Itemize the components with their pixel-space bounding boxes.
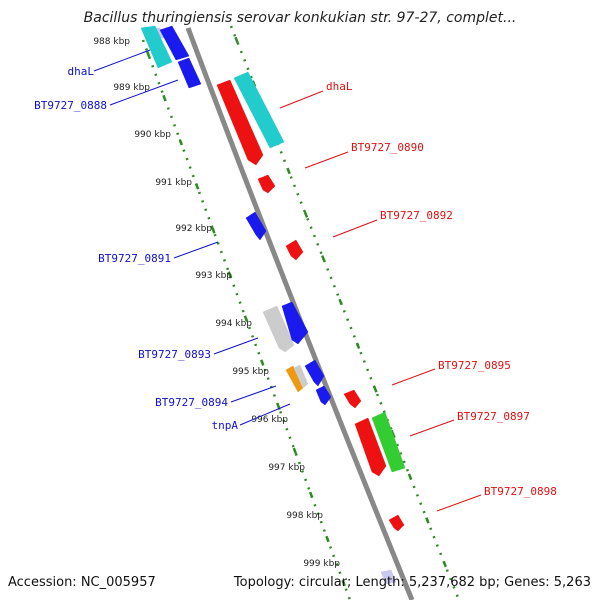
right-gene-labels: dhaL BT9727_0890 BT9727_0892 BT9727_0895… xyxy=(326,80,557,498)
feature-blue-small-1[interactable] xyxy=(245,211,267,241)
ruler-outer-dots xyxy=(229,25,461,600)
genome-backbone xyxy=(185,27,415,600)
feature-red-small-2[interactable] xyxy=(285,239,304,261)
feature-lavender-bottom[interactable] xyxy=(380,569,397,585)
feature-blue-left-3[interactable] xyxy=(281,301,309,345)
feature-cyan-right-1[interactable] xyxy=(233,71,285,149)
kbp-tick-label: 999 kbp xyxy=(303,559,340,569)
connector-line-right xyxy=(436,494,482,512)
gene-label-tnpA[interactable]: tnpA xyxy=(212,419,239,432)
right-connector-lines xyxy=(279,90,482,512)
ruler-inner-ticks xyxy=(141,39,352,600)
gene-label-bt9727-0891[interactable]: BT9727_0891 xyxy=(98,252,171,265)
left-connector-lines xyxy=(93,49,291,426)
kbp-tick-label: 993 kbp xyxy=(195,271,232,281)
gene-label-bt9727-0898[interactable]: BT9727_0898 xyxy=(484,485,557,498)
kbp-tick-label: 989 kbp xyxy=(113,83,150,93)
ruler-outer xyxy=(229,25,461,600)
connector-line-left xyxy=(173,241,219,259)
connector-line-right xyxy=(304,151,349,169)
feature-blue-small-3[interactable] xyxy=(315,385,332,406)
feature-blue-small-2[interactable] xyxy=(304,359,325,387)
gene-label-bt9727-0888[interactable]: BT9727_0888 xyxy=(34,99,107,112)
connector-line-right xyxy=(409,419,455,437)
connector-line-left xyxy=(93,49,151,72)
accession-text: Accession: NC_005957 xyxy=(8,575,156,590)
gene-label-dhaL-right[interactable]: dhaL xyxy=(326,80,353,93)
feature-red-small-3[interactable] xyxy=(343,389,362,409)
gene-label-bt9727-0893[interactable]: BT9727_0893 xyxy=(138,348,211,361)
feature-red-right-1[interactable] xyxy=(216,79,264,166)
feature-blue-left-top[interactable] xyxy=(159,25,190,61)
connector-line-right xyxy=(391,368,436,386)
connector-line-right xyxy=(279,90,324,109)
feature-red-small-1[interactable] xyxy=(257,174,276,194)
kbp-tick-label: 996 kbp xyxy=(251,415,288,425)
map-title: Bacillus thuringiensis serovar konkukian… xyxy=(84,10,517,26)
kbp-tick-label: 991 kbp xyxy=(155,178,192,188)
gene-label-bt9727-0890[interactable]: BT9727_0890 xyxy=(351,141,424,154)
kbp-tick-label: 997 kbp xyxy=(268,463,305,473)
gene-label-bt9727-0892[interactable]: BT9727_0892 xyxy=(380,209,453,222)
feature-gray-small[interactable] xyxy=(293,364,309,389)
connector-line-left xyxy=(213,337,259,355)
ruler-group xyxy=(141,25,461,600)
gene-features xyxy=(140,25,406,585)
connector-line-left xyxy=(239,403,291,426)
kbp-tick-label: 988 kbp xyxy=(93,37,130,47)
gene-label-bt9727-0897[interactable]: BT9727_0897 xyxy=(457,410,530,423)
gene-label-dhaL-left[interactable]: dhaL xyxy=(68,65,95,78)
kbp-tick-label: 998 kbp xyxy=(286,511,323,521)
feature-red-right-2[interactable] xyxy=(354,417,387,477)
genome-summary-text: Topology: circular; Length: 5,237,682 bp… xyxy=(233,575,591,590)
feature-red-small-4[interactable] xyxy=(388,514,405,532)
kbp-tick-label: 994 kbp xyxy=(215,319,252,329)
gene-label-bt9727-0895[interactable]: BT9727_0895 xyxy=(438,359,511,372)
left-gene-labels: dhaL BT9727_0888 BT9727_0891 BT9727_0893… xyxy=(34,65,238,432)
connector-line-right xyxy=(332,219,378,238)
connector-line-left xyxy=(230,385,277,403)
kbp-tick-label: 992 kbp xyxy=(175,224,212,234)
kbp-tick-label: 995 kbp xyxy=(232,367,269,377)
feature-green-right[interactable] xyxy=(371,411,406,473)
kbp-tick-labels: 988 kbp 989 kbp 990 kbp 991 kbp 992 kbp … xyxy=(93,37,340,569)
kbp-tick-label: 990 kbp xyxy=(134,130,171,140)
connector-line-left xyxy=(109,79,179,106)
feature-gray-left[interactable] xyxy=(262,305,295,353)
feature-blue-left-2[interactable] xyxy=(177,57,202,89)
ruler-inner xyxy=(141,39,352,600)
gene-label-bt9727-0894[interactable]: BT9727_0894 xyxy=(155,396,228,409)
feature-cyan-left-top[interactable] xyxy=(140,25,173,69)
